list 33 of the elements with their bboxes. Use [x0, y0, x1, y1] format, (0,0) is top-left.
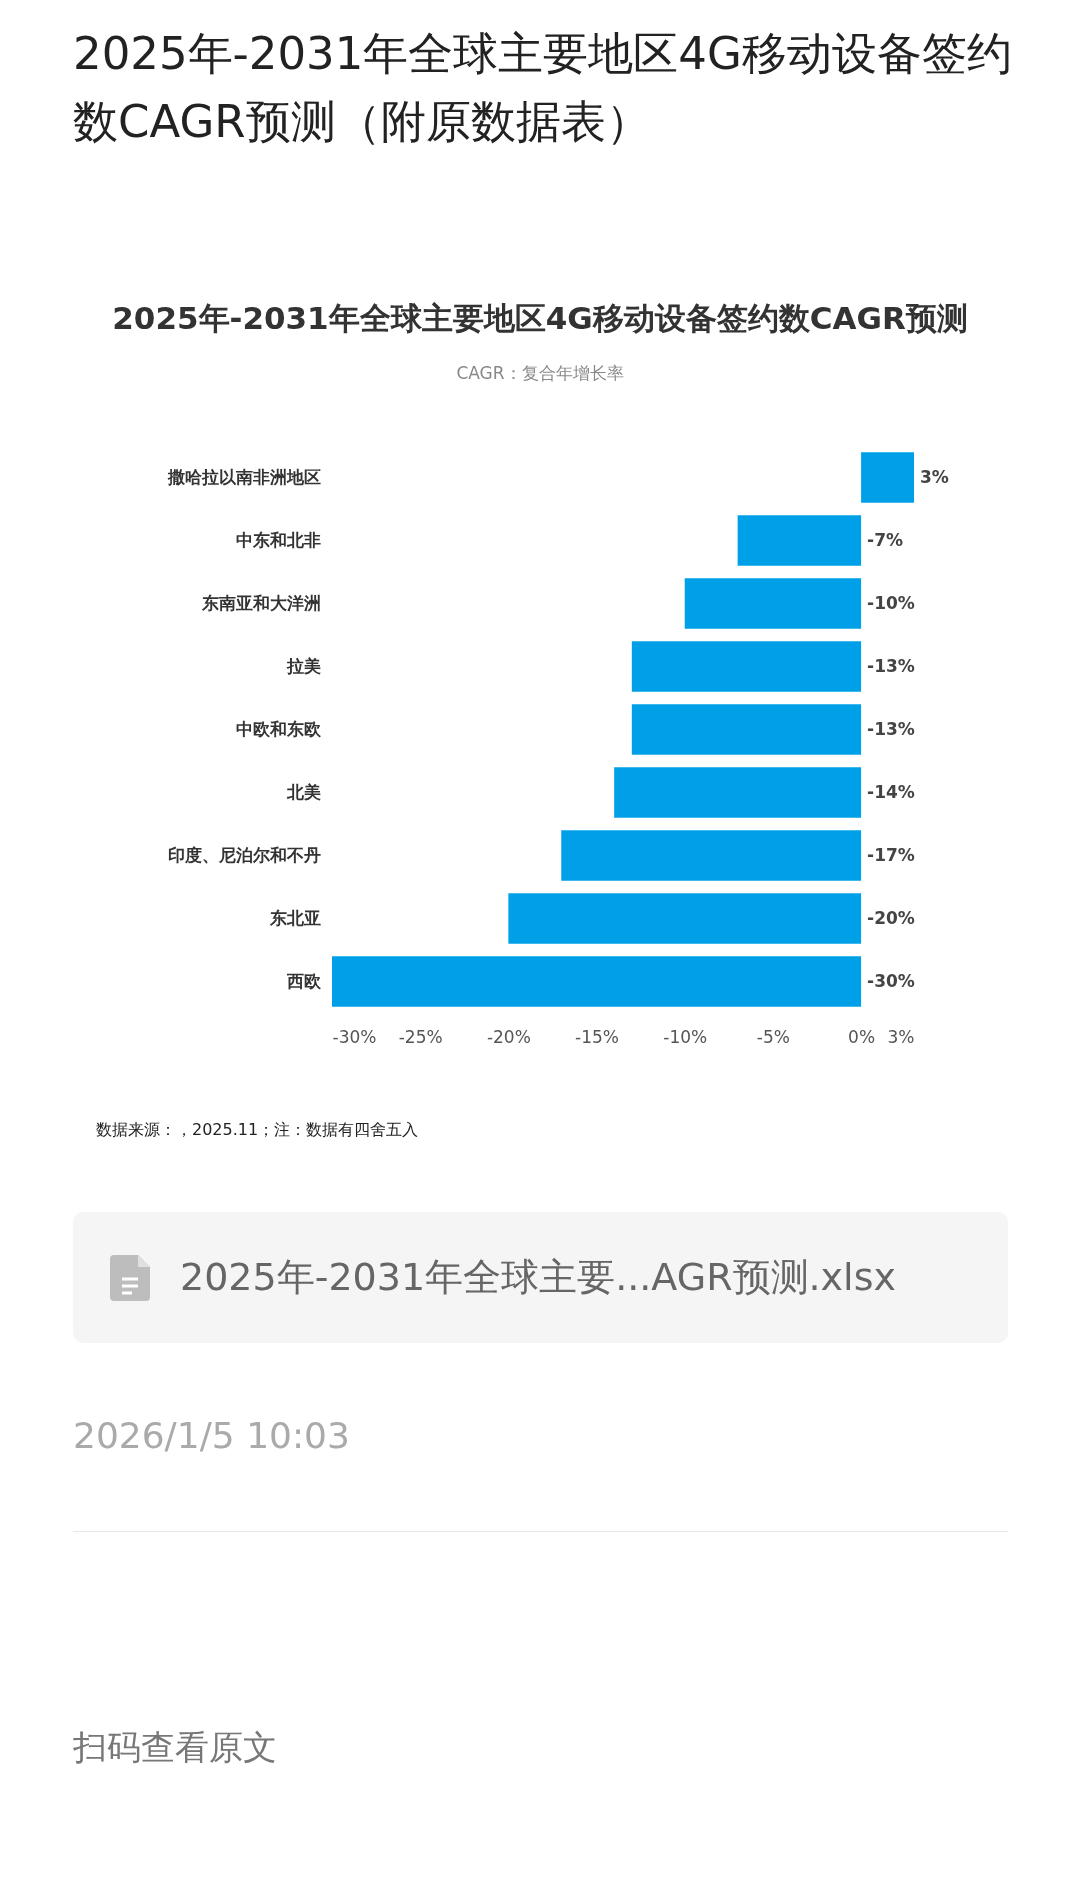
x-tick-label: 0%	[848, 1026, 876, 1047]
text: 扫码查看原文	[73, 1726, 277, 1769]
y-tick-label: 中欧和东欧	[235, 718, 322, 739]
x-tick-label: -20%	[486, 1026, 531, 1047]
y-tick-label: 东南亚和大洋洲	[200, 592, 321, 613]
chart-title: 2025年-2031年全球主要地区4G移动设备签约数CAGR预测	[111, 299, 969, 338]
data-label: -10%	[867, 592, 915, 613]
data-label: -7%	[867, 529, 904, 550]
chart-subtitle: CAGR：复合年增长率	[455, 362, 625, 385]
text: 2025年-2031年全球主要...AGR预测.xlsx	[180, 1254, 896, 1301]
x-tick-label: -10%	[663, 1026, 708, 1047]
y-tick-label: 西欧	[285, 970, 322, 991]
data-label: -14%	[867, 781, 915, 802]
data-label: -30%	[867, 970, 915, 991]
x-tick-label: 3%	[887, 1026, 915, 1047]
data-label: -20%	[867, 907, 915, 928]
data-label: -13%	[867, 718, 915, 739]
x-tick-label: -15%	[575, 1026, 620, 1047]
x-tick-label: -30%	[332, 1026, 377, 1047]
y-tick-label: 中东和北非	[235, 529, 321, 550]
data-label: -17%	[867, 844, 915, 865]
y-tick-label: 北美	[285, 781, 321, 802]
y-tick-label: 撒哈拉以南非洲地区	[166, 466, 321, 487]
text: 2025年-2031年全球主要地区4G移动设备签约数CAGR预测（附原数据表）	[73, 26, 1013, 150]
y-tick-label: 东北亚	[268, 907, 321, 928]
text: 2026/1/5 10:03	[73, 1415, 350, 1456]
data-label: 3%	[920, 466, 949, 487]
y-tick-label: 拉美	[285, 655, 321, 676]
y-tick-label: 印度、尼泊尔和不丹	[167, 844, 321, 865]
x-tick-label: -5%	[756, 1026, 790, 1047]
x-tick-label: -25%	[398, 1026, 443, 1047]
source-note: 数据来源：，2025.11；注：数据有四舍五入	[96, 1120, 419, 1141]
data-label: -13%	[867, 655, 915, 676]
